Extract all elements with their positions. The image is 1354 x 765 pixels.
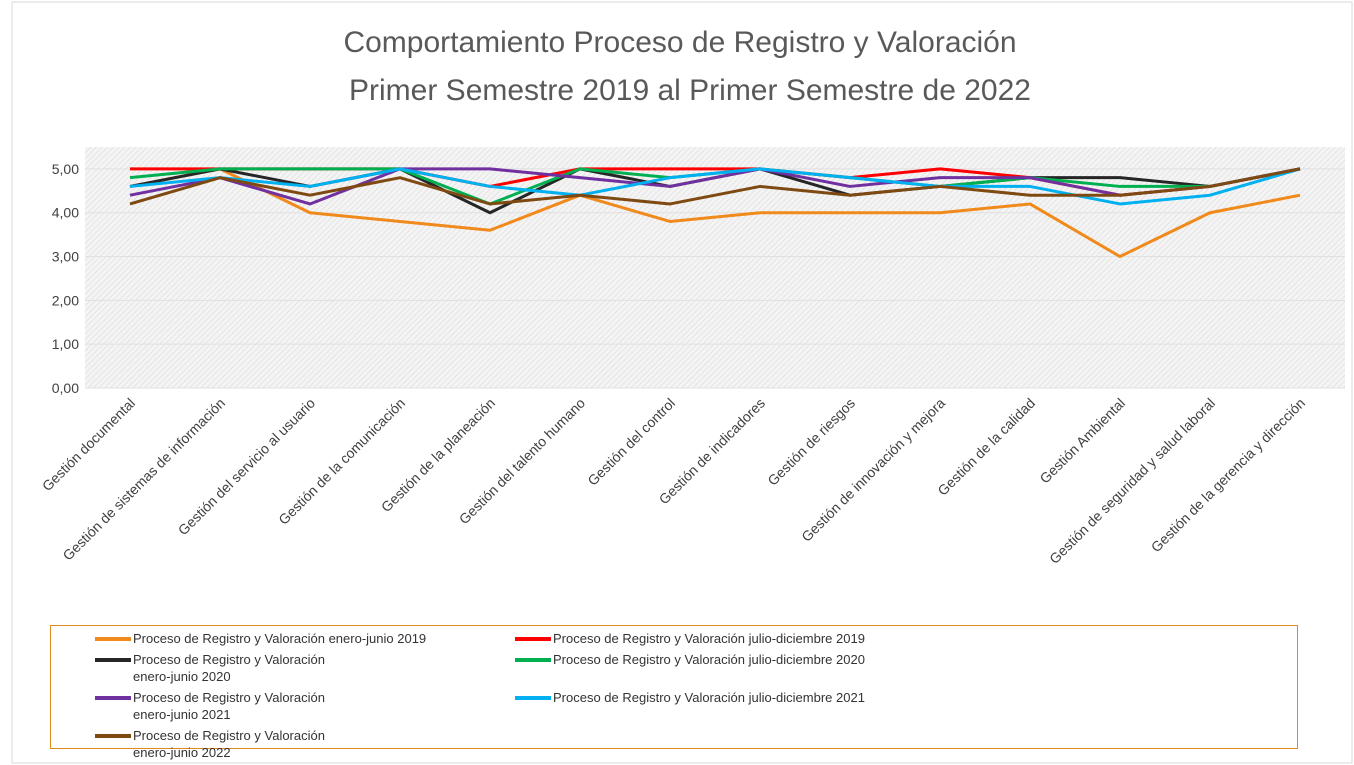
x-tick-label: Gestión de riesgos [764,395,858,489]
legend-label: Proceso de Registro y Valoración enero-j… [133,690,325,722]
x-tick-label: Gestión de seguridad y salud laboral [1046,395,1218,567]
chart-subtitle: Primer Semestre 2019 al Primer Semestre … [349,74,1031,107]
x-tick-label: Gestión del control [584,395,678,489]
legend-swatch [95,637,131,641]
legend-item: Proceso de Registro y Valoración enero-j… [95,689,515,723]
legend: Proceso de Registro y Valoración enero-j… [50,625,1298,760]
x-tick-label: Gestión documental [39,395,138,494]
legend-swatch [515,696,551,700]
series-line [129,167,1301,206]
legend-label: Proceso de Registro y Valoración julio-d… [553,631,865,646]
legend-swatch [95,734,131,738]
legend-swatch [95,658,131,662]
legend-label: Proceso de Registro y Valoración enero-j… [133,728,325,760]
y-tick-label: 1,00 [52,336,79,352]
y-tick-label: 3,00 [52,249,79,265]
legend-item: Proceso de Registro y Valoración enero-j… [95,630,515,647]
chart-border [11,1,1353,764]
chart-title: Comportamiento Proceso de Registro y Val… [343,26,1016,59]
series-line [129,167,1301,259]
legend-item: Proceso de Registro y Valoración julio-d… [515,630,935,647]
y-tick-label: 5,00 [52,161,79,177]
legend-label: Proceso de Registro y Valoración enero-j… [133,631,427,646]
legend-label: Proceso de Registro y Valoración julio-d… [553,652,865,667]
series-line [129,167,1301,206]
legend-label: Proceso de Registro y Valoración julio-d… [553,690,865,705]
x-tick-label: Gestión de la calidad [934,395,1038,499]
legend-swatch [515,637,551,641]
y-tick-label: 0,00 [52,380,79,396]
legend-label: Proceso de Registro y Valoración enero-j… [133,652,325,684]
x-tick-label: Gestión de sistemas de información [59,395,228,564]
x-tick-label: Gestión Ambiental [1036,395,1128,487]
x-tick-label: Gestión de la gerencia y dirección [1148,395,1308,555]
legend-item: Proceso de Registro y Valoración julio-d… [515,689,935,723]
y-tick-label: 4,00 [52,205,79,221]
legend-item: Proceso de Registro y Valoración julio-d… [515,651,935,685]
legend-swatch [515,658,551,662]
legend-item: Proceso de Registro y Valoración enero-j… [95,727,515,761]
x-tick-label: Gestión de innovación y mejora [798,395,948,545]
series-line [129,167,1301,206]
y-tick-label: 2,00 [52,292,79,308]
legend-item: Proceso de Registro y Valoración enero-j… [95,651,515,685]
legend-swatch [95,696,131,700]
